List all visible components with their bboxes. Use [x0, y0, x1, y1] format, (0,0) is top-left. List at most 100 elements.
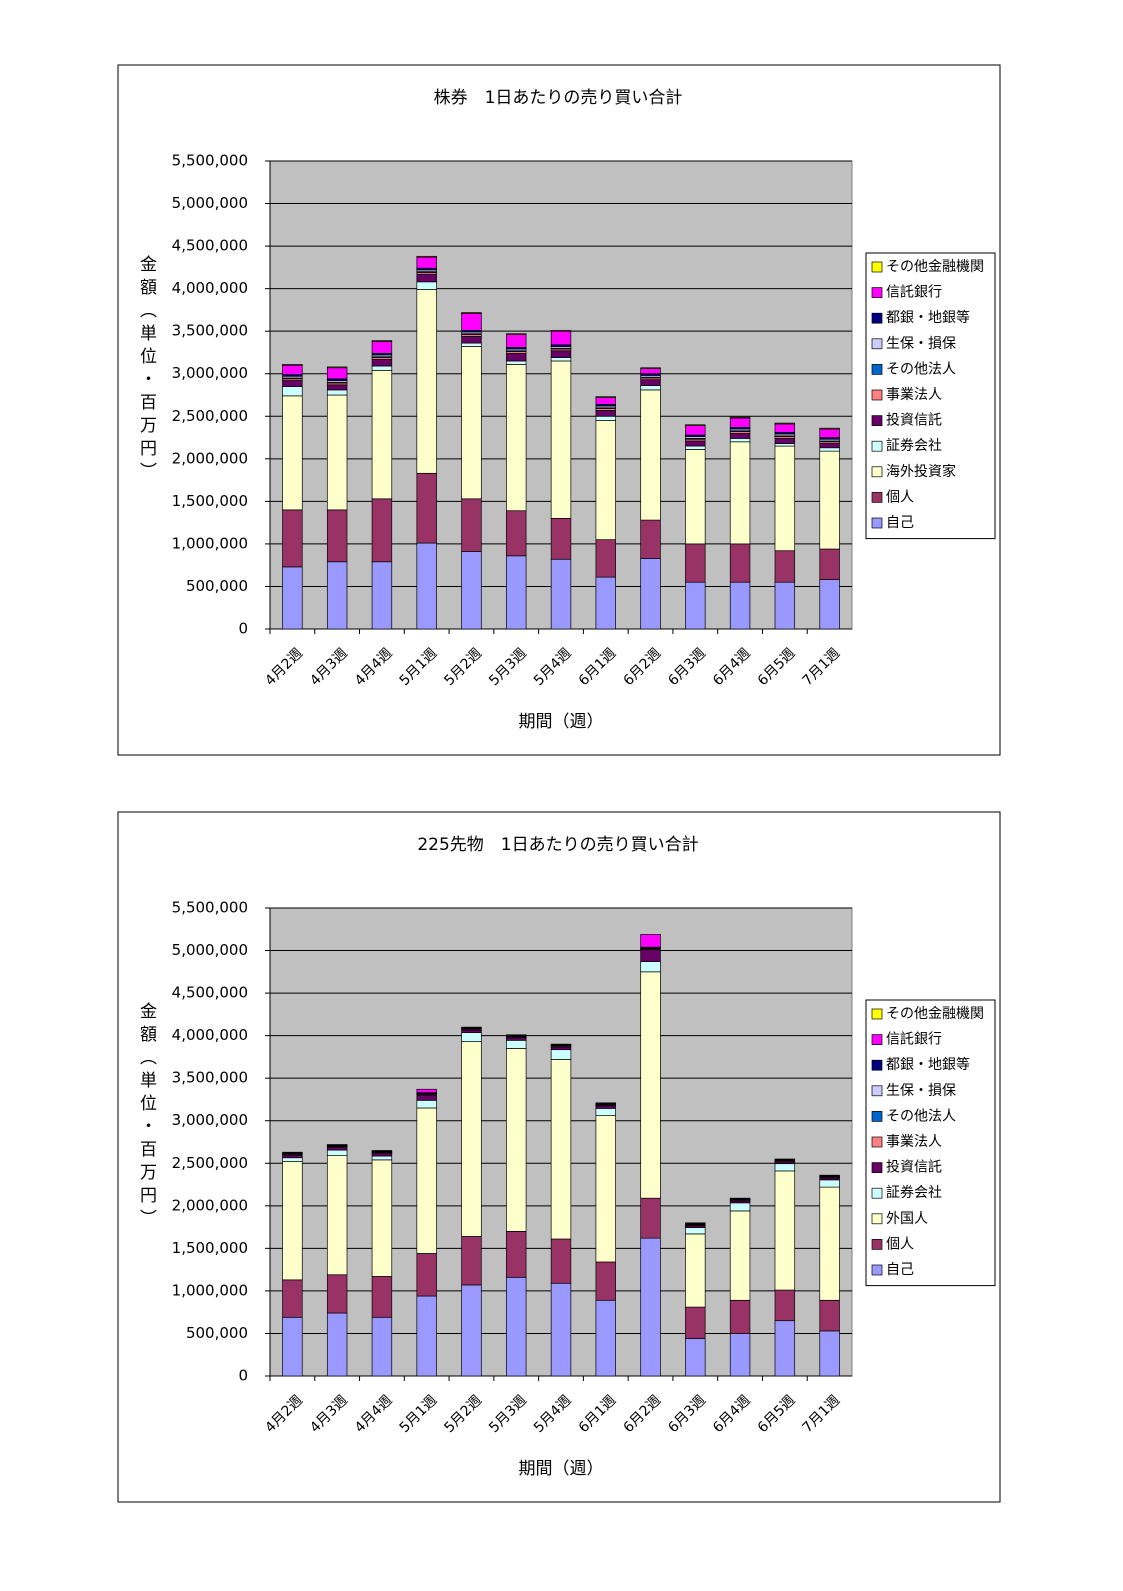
- bar-segment: [372, 1153, 392, 1156]
- bar-segment: [820, 429, 840, 438]
- bar-segment: [462, 336, 482, 343]
- legend-swatch: [872, 518, 882, 528]
- bar-segment: [283, 567, 303, 629]
- y-tick-label: 5,500,000: [172, 899, 248, 917]
- y-tick-label: 2,500,000: [172, 407, 248, 425]
- bar-segment: [417, 1089, 437, 1092]
- legend-label: 生保・損保: [886, 336, 956, 352]
- bar-segment: [283, 1317, 303, 1376]
- bar-segment: [775, 424, 795, 433]
- y-tick-label: 0: [238, 1367, 248, 1385]
- bar-segment: [551, 1047, 571, 1050]
- bar-segment: [730, 1300, 750, 1333]
- bar-segment: [283, 510, 303, 567]
- bar-segment: [730, 1333, 750, 1376]
- y-axis-label: 金額（単位・百万円）: [136, 255, 157, 485]
- legend-swatch: [872, 1265, 882, 1275]
- bar-segment: [685, 582, 705, 629]
- bar-segment: [820, 549, 840, 580]
- y-tick-label: 5,500,000: [172, 152, 248, 170]
- bar-segment: [462, 552, 482, 629]
- legend-label: 証券会社: [886, 438, 942, 454]
- bar-segment: [417, 1253, 437, 1296]
- bar-segment: [283, 364, 303, 365]
- bar-segment: [730, 433, 750, 438]
- bar-segment: [417, 1100, 437, 1108]
- bar-segment: [730, 442, 750, 544]
- legend-swatch: [872, 1009, 882, 1019]
- legend-swatch: [872, 1137, 882, 1147]
- legend-label: 事業法人: [886, 387, 942, 403]
- bar-segment: [283, 396, 303, 510]
- y-tick-label: 4,000,000: [172, 1026, 248, 1044]
- bar-segment: [327, 390, 347, 395]
- legend-label: その他法人: [886, 361, 956, 377]
- bar-segment: [551, 361, 571, 518]
- legend-swatch: [872, 390, 882, 400]
- bar-segment: [596, 421, 616, 540]
- bar-segment: [372, 1317, 392, 1376]
- legend-label: 自己: [886, 1262, 914, 1278]
- y-tick-label: 1,500,000: [172, 492, 248, 510]
- y-tick-label: 4,500,000: [172, 984, 248, 1002]
- bar-segment: [820, 428, 840, 429]
- bar-segment: [417, 473, 437, 543]
- y-tick-label: 4,000,000: [172, 279, 248, 297]
- bar-segment: [730, 438, 750, 441]
- bar-segment: [283, 365, 303, 374]
- bar-segment: [641, 558, 661, 629]
- bar-segment: [372, 499, 392, 562]
- bar-segment: [327, 1156, 347, 1275]
- y-tick-label: 500,000: [186, 1324, 248, 1342]
- legend-swatch: [872, 416, 882, 426]
- bar-segment: [462, 499, 482, 552]
- bar-segment: [283, 1155, 303, 1158]
- legend-swatch: [872, 1086, 882, 1096]
- y-tick-label: 5,000,000: [172, 941, 248, 959]
- bar-segment: [775, 1290, 795, 1321]
- bar-segment: [372, 1160, 392, 1277]
- bar-segment: [417, 274, 437, 282]
- bar-segment: [551, 518, 571, 559]
- bar-segment: [417, 256, 437, 257]
- y-tick-label: 3,000,000: [172, 364, 248, 382]
- bar-segment: [327, 368, 347, 379]
- y-tick-label: 1,000,000: [172, 1281, 248, 1299]
- bar-segment: [462, 346, 482, 498]
- bar-segment: [596, 416, 616, 420]
- bar-segment: [820, 1180, 840, 1187]
- bar-segment: [327, 562, 347, 629]
- legend-swatch: [872, 1214, 882, 1224]
- bar-segment: [685, 1307, 705, 1338]
- bar-segment: [685, 544, 705, 582]
- legend-label: 信託銀行: [886, 285, 942, 301]
- bar-segment: [417, 1108, 437, 1254]
- bar-segment: [506, 361, 526, 364]
- legend-swatch: [872, 1239, 882, 1249]
- bar-segment: [462, 343, 482, 346]
- bar-segment: [283, 1158, 303, 1162]
- bar-segment: [641, 390, 661, 520]
- bar-segment: [641, 520, 661, 558]
- bar-segment: [462, 1033, 482, 1042]
- bar-segment: [641, 934, 661, 947]
- bar-segment: [506, 1231, 526, 1277]
- bar-segment: [372, 370, 392, 498]
- bar-segment: [641, 950, 661, 962]
- bar-segment: [775, 1164, 795, 1171]
- bar-segment: [327, 385, 347, 390]
- bar-segment: [641, 368, 661, 369]
- bar-segment: [551, 1050, 571, 1060]
- bar-segment: [372, 1156, 392, 1160]
- bar-segment: [551, 358, 571, 361]
- y-tick-label: 500,000: [186, 577, 248, 595]
- bar-segment: [506, 1277, 526, 1376]
- bar-segment: [417, 543, 437, 629]
- bar-segment: [372, 1276, 392, 1317]
- bar-segment: [596, 1116, 616, 1262]
- bar-segment: [685, 441, 705, 446]
- bar-segment: [685, 449, 705, 543]
- legend-swatch: [872, 313, 882, 323]
- bar-segment: [730, 544, 750, 582]
